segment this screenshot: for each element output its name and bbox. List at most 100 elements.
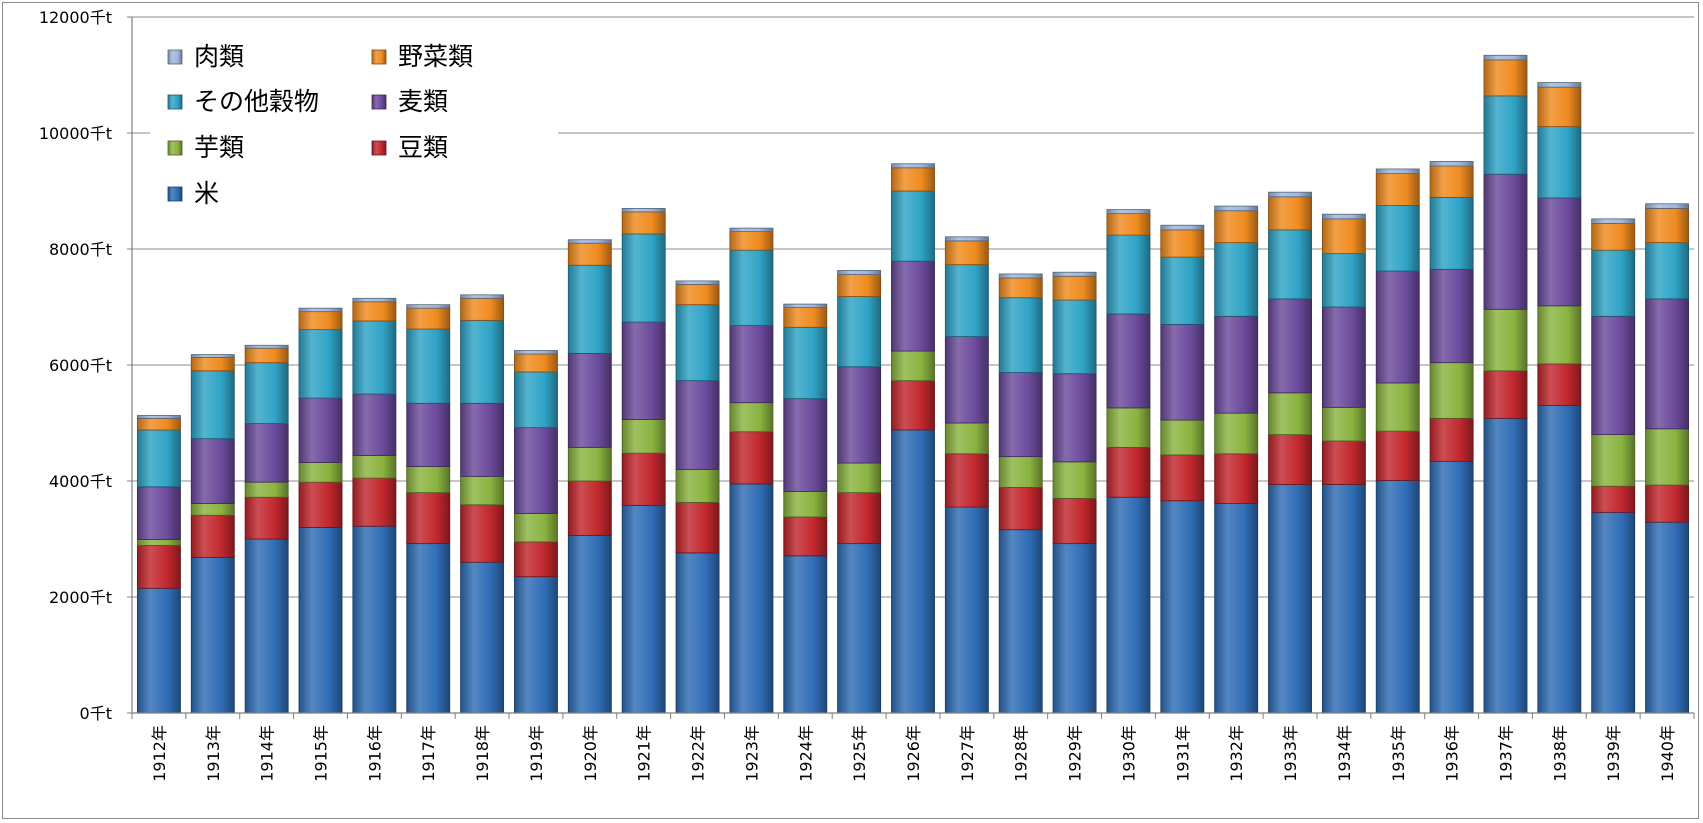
bar-stack-1939年: [1591, 218, 1636, 714]
bar-segment-1931年-その他穀物: [1160, 256, 1205, 325]
bar-segment-1922年-野菜類: [675, 283, 720, 306]
bar-stack-1934年: [1321, 213, 1366, 714]
bar-segment-1934年-野菜類: [1321, 218, 1366, 255]
bar-segment-1913年-米: [190, 557, 235, 714]
bar-stack-1918年: [460, 294, 505, 714]
bar-segment-1914年-野菜類: [244, 347, 289, 364]
y-tick-labels: 0千t 2000千t 4000千t 6000千t 8000千t 10000千t 12000千…: [39, 8, 112, 723]
bar-segment-1936年-芋類: [1429, 362, 1474, 419]
bar-segment-1932年-麦類: [1214, 315, 1259, 414]
bar-segment-1940年-肉類: [1645, 203, 1690, 209]
bar-segment-1938年-芋類: [1537, 305, 1582, 365]
bar-segment-1938年-その他穀物: [1537, 126, 1582, 199]
bar-segment-1927年-野菜類: [944, 240, 989, 266]
bar-segment-1939年-その他穀物: [1591, 249, 1636, 317]
bar-segment-1912年-芋類: [136, 539, 181, 546]
bar-segment-1936年-その他穀物: [1429, 196, 1474, 270]
bar-segment-1924年-肉類: [783, 303, 828, 308]
bar-segment-1937年-麦類: [1483, 173, 1528, 310]
legend-swatch: [371, 140, 387, 156]
x-tick-labels: 1912年 1913年 1914年 1915年 1916年 1917年 1918年 1919年…: [150, 725, 1677, 782]
bar-segment-1928年-芋類: [998, 456, 1043, 488]
bar-segment-1940年-その他穀物: [1645, 242, 1690, 300]
bar-segment-1940年-米: [1645, 521, 1690, 714]
bar-segment-1935年-豆類: [1375, 430, 1420, 481]
bar-segment-1940年-芋類: [1645, 428, 1690, 486]
bar-segment-1923年-肉類: [729, 227, 774, 232]
bar-segment-1929年-野菜類: [1052, 275, 1097, 301]
bar-stack-1919年: [514, 350, 558, 714]
bar-segment-1931年-肉類: [1160, 224, 1205, 231]
bar-segment-1930年-芋類: [1106, 407, 1151, 448]
bar-segment-1932年-芋類: [1214, 412, 1259, 455]
bar-stack-1932年: [1214, 205, 1259, 714]
bar-segment-1919年-その他穀物: [514, 371, 558, 429]
x-tick-label: 1925年: [850, 725, 869, 782]
bar-segment-1927年-米: [944, 506, 989, 714]
bar-segment-1938年-肉類: [1537, 82, 1582, 88]
x-tick-label: 1915年: [312, 725, 331, 782]
bar-stack-1922年: [675, 280, 720, 714]
bar-segment-1914年-麦類: [244, 423, 289, 483]
bar-segment-1922年-麦類: [675, 380, 720, 470]
bar-segment-1924年-豆類: [783, 516, 828, 557]
y-tick-label: 2000千t: [49, 588, 112, 607]
bar-segment-1919年-芋類: [514, 513, 558, 543]
x-tick-label: 1932年: [1227, 725, 1246, 782]
legend-label: 米: [194, 179, 219, 208]
bar-segment-1928年-野菜類: [998, 277, 1043, 299]
bar-stack-1915年: [298, 307, 343, 714]
bar-segment-1935年-麦類: [1375, 270, 1420, 384]
x-tick-label: 1920年: [581, 725, 600, 782]
bar-segment-1920年-芋類: [567, 446, 612, 482]
bar-segment-1934年-その他穀物: [1321, 253, 1366, 308]
bar-stack-1920年: [567, 239, 612, 714]
bar-segment-1939年-肉類: [1591, 218, 1636, 224]
bar-segment-1930年-野菜類: [1106, 213, 1151, 236]
bar-segment-1918年-その他穀物: [460, 319, 505, 404]
bar-segment-1920年-野菜類: [567, 242, 612, 266]
x-tick-label: 1931年: [1173, 725, 1192, 782]
bar-segment-1915年-芋類: [298, 462, 343, 483]
axes: [127, 16, 1695, 719]
bar-stack-1936年: [1429, 161, 1474, 714]
bar-segment-1914年-その他穀物: [244, 362, 289, 424]
bar-segment-1916年-その他穀物: [352, 320, 397, 395]
legend-label: 豆類: [398, 133, 448, 162]
bar-segment-1930年-その他穀物: [1106, 234, 1151, 315]
bar-segment-1939年-米: [1591, 511, 1636, 714]
y-tick-label: 10000千t: [39, 124, 112, 143]
x-tick-label: 1916年: [365, 725, 384, 782]
bar-segment-1926年-麦類: [891, 260, 935, 352]
bar-segment-1938年-豆類: [1537, 363, 1582, 406]
bar-segment-1927年-その他穀物: [944, 264, 989, 337]
bar-segment-1912年-肉類: [136, 415, 181, 419]
bar-segment-1929年-豆類: [1052, 497, 1097, 545]
bar-segment-1937年-その他穀物: [1483, 95, 1528, 175]
bar-segment-1920年-豆類: [567, 480, 612, 536]
bar-segment-1925年-その他穀物: [837, 296, 882, 368]
bar-segment-1919年-麦類: [514, 427, 558, 514]
bar-segment-1926年-芋類: [891, 350, 935, 382]
bar-stack-1926年: [891, 163, 935, 714]
bar-segment-1913年-豆類: [190, 514, 235, 558]
bar-segment-1913年-肉類: [190, 354, 235, 358]
bar-stack-1940年: [1645, 203, 1690, 714]
bar-segment-1921年-肉類: [621, 207, 666, 213]
x-tick-label: 1917年: [419, 725, 438, 782]
bar-segment-1924年-芋類: [783, 491, 828, 518]
bar-segment-1925年-米: [837, 543, 882, 714]
bar-segment-1923年-豆類: [729, 431, 774, 485]
bar-segment-1926年-豆類: [891, 380, 935, 431]
bar-segment-1935年-その他穀物: [1375, 205, 1420, 272]
bar-segment-1915年-野菜類: [298, 311, 343, 331]
bar-segment-1938年-麦類: [1537, 197, 1582, 307]
bar-segment-1931年-麦類: [1160, 323, 1205, 421]
bar-segment-1939年-芋類: [1591, 434, 1636, 487]
y-tick-label: 0千t: [80, 704, 112, 723]
bar-stack-1912年: [136, 415, 181, 714]
bar-segment-1919年-豆類: [514, 541, 558, 578]
bar-segment-1913年-その他穀物: [190, 370, 235, 440]
x-tick-label: 1936年: [1443, 725, 1462, 782]
legend-swatch: [167, 140, 183, 156]
